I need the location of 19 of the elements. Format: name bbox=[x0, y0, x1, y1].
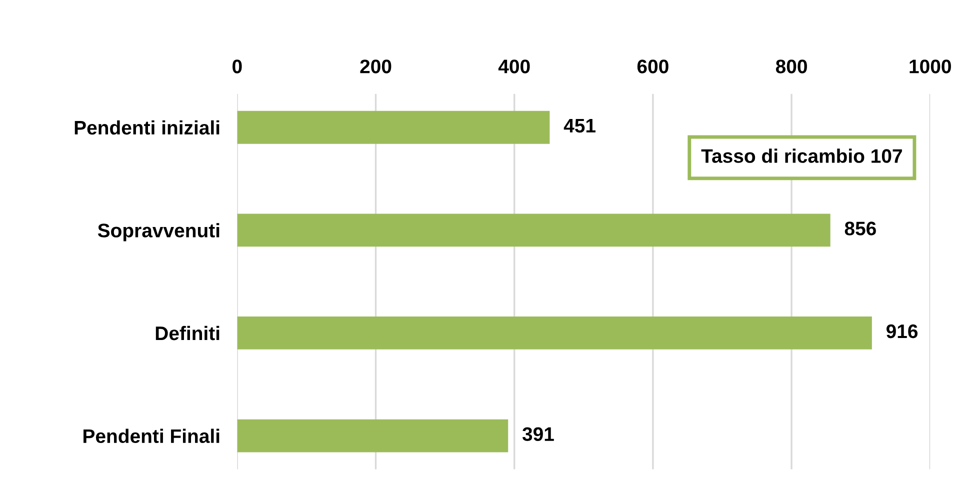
x-tick-label: 0 bbox=[232, 60, 242, 74]
data-label: 916 bbox=[886, 324, 918, 338]
data-label: 451 bbox=[564, 119, 596, 133]
y-tick-label: Pendenti iniziali bbox=[74, 120, 220, 135]
data-label: 391 bbox=[522, 427, 554, 442]
x-tick-label: 1000 bbox=[910, 60, 951, 74]
bar bbox=[237, 110, 550, 144]
y-tick-label: Pendenti Finali bbox=[84, 428, 220, 444]
x-tick-label: 400 bbox=[498, 60, 530, 74]
y-tick-label: Definiti bbox=[156, 326, 220, 340]
x-tick-label: 200 bbox=[360, 60, 392, 74]
bar bbox=[237, 316, 872, 350]
y-tick-label: Sopravvenuti bbox=[98, 223, 220, 242]
x-tick-label: 600 bbox=[637, 60, 668, 74]
x-tick-label: 800 bbox=[776, 60, 807, 74]
bar bbox=[237, 419, 508, 452]
bar bbox=[237, 214, 830, 247]
data-label: 856 bbox=[844, 222, 876, 236]
annotation: Tasso di ricambio 107 bbox=[701, 148, 902, 163]
